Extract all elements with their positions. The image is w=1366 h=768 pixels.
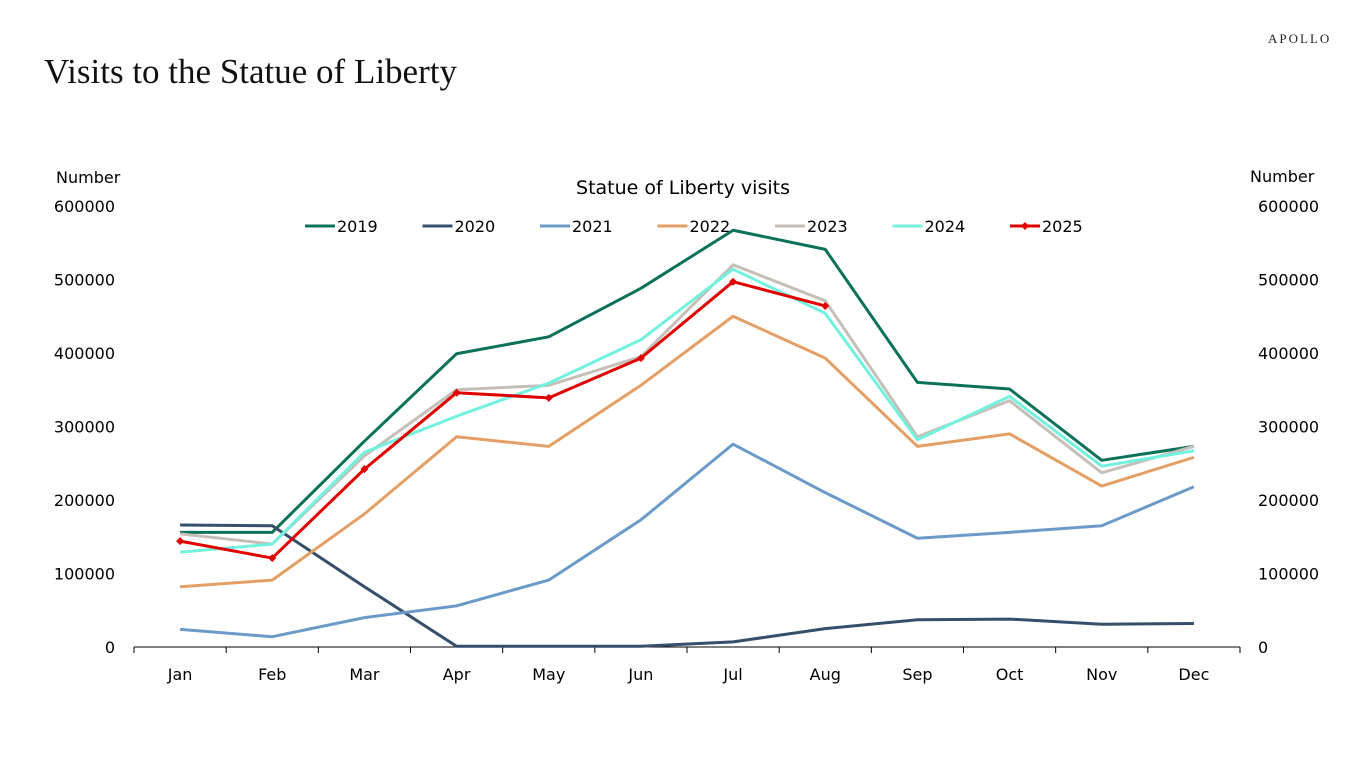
data-point-2025 [821,301,830,310]
data-point-2025 [268,554,277,563]
series-line-2023 [179,263,1195,546]
x-tick-label: Oct [996,665,1024,684]
data-point-2025 [544,393,553,402]
legend-label-2025: 2025 [1042,217,1083,236]
data-point-2025 [452,388,461,397]
y-tick-label-left: 500000 [54,271,115,290]
page-title: Visits to the Statue of Liberty [44,52,457,91]
legend-label-2024: 2024 [925,217,966,236]
y-tick-label-right: 500000 [1258,271,1319,290]
data-point-2025 [176,537,185,546]
apollo-logo: APOLLO [1268,31,1332,46]
x-tick-label: Sep [902,665,932,684]
x-tick-label: Feb [258,665,286,684]
y-tick-label-left: 600000 [54,197,115,216]
x-tick-label: Dec [1178,665,1209,684]
data-point-2025 [729,277,738,286]
x-tick-label: Jun [627,665,653,684]
x-tick-label: Jan [167,665,193,684]
data-point-2025 [360,465,369,474]
x-tick-label: Nov [1086,665,1117,684]
legend-label-2021: 2021 [572,217,613,236]
y-tick-label-right: 0 [1258,638,1268,657]
y-tick-label-right: 200000 [1258,491,1319,510]
series-line-2020 [180,523,1194,648]
y-axis-label-left: Number [56,168,121,187]
legend-label-2023: 2023 [807,217,848,236]
chart-title: Statue of Liberty visits [576,177,790,199]
data-point-2025 [636,354,645,363]
legend-label-2019: 2019 [337,217,378,236]
series-line-2021 [179,442,1195,639]
x-tick-label: Aug [810,665,841,684]
legend-marker-2025 [1021,222,1029,230]
x-tick-label: May [532,665,565,684]
y-tick-label-right: 100000 [1258,565,1319,584]
x-tick-label: Apr [443,665,471,684]
y-tick-label-left: 200000 [54,491,115,510]
legend-label-2022: 2022 [690,217,731,236]
y-tick-label-right: 300000 [1258,418,1319,437]
x-tick-label: Mar [349,665,380,684]
y-tick-label-left: 0 [105,638,115,657]
y-tick-label-right: 400000 [1258,344,1319,363]
y-tick-label-left: 300000 [54,418,115,437]
series-line-2022 [179,314,1195,589]
series-line-2025 [179,280,826,560]
y-axis-label-right: Number [1250,167,1315,186]
x-tick-label: Jul [722,665,742,684]
series-line-2019 [180,228,1195,534]
y-tick-label-right: 600000 [1258,197,1319,216]
y-tick-label-left: 100000 [54,565,115,584]
y-tick-label-left: 400000 [54,344,115,363]
series-line-2024 [179,267,1195,554]
legend-label-2020: 2020 [455,217,496,236]
